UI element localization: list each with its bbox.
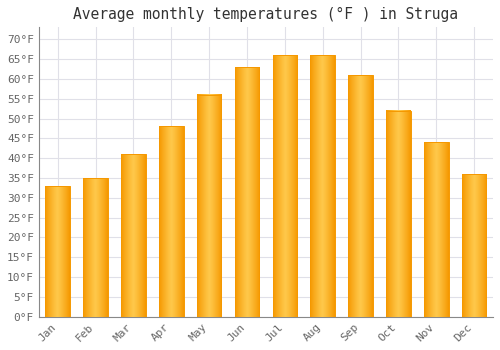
Title: Average monthly temperatures (°F ) in Struga: Average monthly temperatures (°F ) in St… bbox=[74, 7, 458, 22]
